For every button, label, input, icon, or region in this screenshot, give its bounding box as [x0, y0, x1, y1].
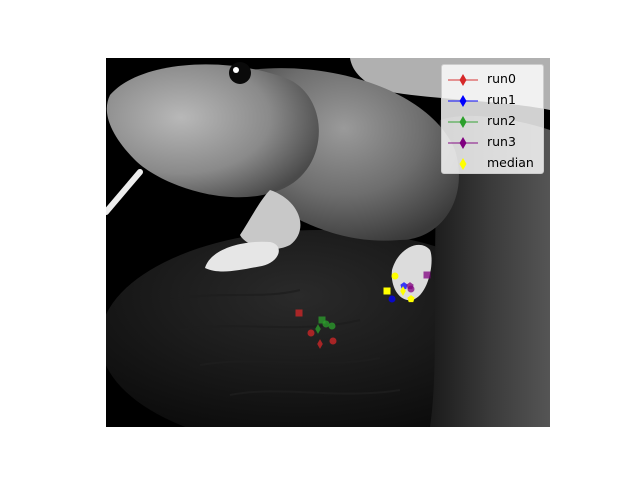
legend-entry-run3: run3: [442, 132, 545, 153]
legend-swatch-run0: [448, 74, 478, 86]
run3-point-2: [407, 285, 415, 293]
legend-label-run2: run2: [487, 113, 516, 128]
legend-marker-median: [459, 158, 467, 170]
legend-marker-run1: [459, 95, 467, 107]
series-run3: [406, 271, 431, 293]
run3-point-0: [423, 271, 431, 279]
run2-point-2: [322, 320, 330, 328]
legend-entry-median: median: [442, 153, 545, 174]
run2-point-3: [328, 322, 336, 330]
run2-point-1: [315, 324, 321, 334]
legend-entry-run2: run2: [442, 111, 545, 132]
series-run2: [315, 316, 336, 334]
legend-label-run1: run1: [487, 92, 516, 107]
legend-marker-run0: [459, 74, 467, 86]
legend-label-run3: run3: [487, 134, 516, 149]
legend-marker-run3: [459, 137, 467, 149]
run2-point-0: [318, 316, 326, 324]
run1-point-1: [400, 282, 408, 290]
series-run0: [295, 309, 337, 349]
run0-point-1: [307, 329, 315, 337]
run0-point-0: [295, 309, 303, 317]
legend-label-median: median: [487, 155, 534, 170]
median-point-0: [383, 287, 391, 295]
run0-point-2: [317, 339, 323, 349]
series-median: [383, 272, 415, 303]
scatter-markers: [295, 271, 431, 349]
legend-swatch-median: [459, 158, 467, 170]
median-point-2: [400, 286, 406, 296]
median-point-3: [407, 295, 415, 303]
legend-label-run0: run0: [487, 71, 516, 86]
legend-swatch-run2: [448, 116, 478, 128]
run0-point-3: [329, 337, 337, 345]
legend-swatch-run3: [448, 137, 478, 149]
legend: run0 run1 run2 run3 median: [441, 64, 544, 174]
legend-entry-run1: run1: [442, 90, 545, 111]
series-run1: [388, 282, 408, 303]
legend-marker-run2: [459, 116, 467, 128]
median-point-1: [391, 272, 399, 280]
legend-swatch-run1: [448, 95, 478, 107]
run1-point-0: [388, 295, 396, 303]
legend-entry-run0: run0: [442, 69, 545, 90]
